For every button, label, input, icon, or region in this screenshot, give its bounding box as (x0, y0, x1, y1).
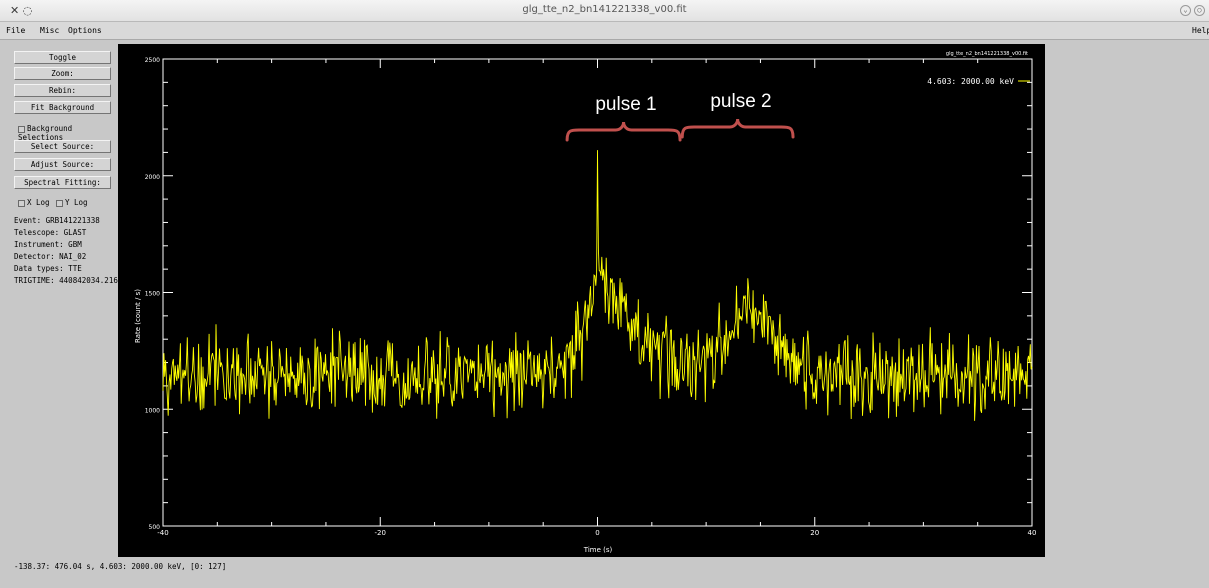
status-bar: -138.37: 476.04 s, 4.603: 2000.00 keV, [… (14, 562, 227, 571)
background-selections-label: Background Selections (18, 124, 73, 142)
event-info: Event: GRB141221338 (14, 216, 100, 225)
x-axis-label: Time (s) (583, 546, 613, 554)
y-tick-label: 2000 (145, 174, 160, 181)
y-log-label: Y Log (65, 198, 88, 207)
y-tick-label: 1000 (145, 407, 160, 414)
pulse-1-annotation: pulse 1 (595, 94, 656, 115)
x-log-checkbox-box[interactable] (18, 199, 25, 207)
x-tick-label: 0 (595, 529, 599, 537)
x-log-checkbox[interactable]: X Log (18, 198, 50, 207)
trigtime-info: TRIGTIME: 440842034.21630 (14, 276, 127, 285)
spectral-fitting-button[interactable]: Spectral Fitting: (14, 176, 111, 189)
y-tick-label: 500 (149, 524, 161, 531)
toggle-button[interactable]: Toggle (14, 51, 111, 64)
menu-options[interactable]: Options (68, 26, 102, 35)
rebin-button[interactable]: Rebin: (14, 84, 111, 97)
x-tick-label: -40 (157, 529, 168, 537)
lightcurve-plot-area[interactable]: glg_tte_n2_bn141221338_v00.fit 4.603: 20… (118, 44, 1045, 557)
app-menu-icon[interactable]: ✕ ◌ (10, 4, 33, 17)
lightcurve-plot[interactable]: glg_tte_n2_bn141221338_v00.fit 4.603: 20… (118, 44, 1045, 557)
x-log-label: X Log (27, 198, 50, 207)
telescope-info: Telescope: GLAST (14, 228, 87, 237)
plot-file-header: glg_tte_n2_bn141221338_v00.fit (946, 51, 1028, 57)
x-tick-label: 20 (810, 529, 819, 537)
background-selections-checkbox-box[interactable] (18, 125, 25, 133)
select-source-button[interactable]: Select Source: (14, 140, 111, 153)
background-selections-checkbox[interactable]: Background Selections (18, 124, 118, 142)
y-axis-label: Rate (count / s) (134, 289, 142, 343)
menu-help[interactable]: Help (1192, 26, 1209, 35)
instrument-info: Instrument: GBM (14, 240, 82, 249)
menu-file[interactable]: File (6, 26, 26, 35)
pulse-2-bracket (680, 118, 795, 139)
window-titlebar: ✕ ◌ glg_tte_n2_bn141221338_v00.fit ⌄ ○ (0, 0, 1209, 22)
menu-misc[interactable]: Misc (40, 26, 60, 35)
control-panel: Toggle Zoom: Rebin: Fit Background Backg… (0, 41, 127, 559)
window-title: glg_tte_n2_bn141221338_v00.fit (522, 4, 687, 15)
lightcurve-trace (162, 150, 1033, 421)
minimize-icon[interactable]: ⌄ (1180, 5, 1191, 16)
y-log-checkbox-box[interactable] (56, 199, 63, 207)
zoom-button[interactable]: Zoom: (14, 67, 111, 80)
pulse-1-bracket (565, 121, 682, 142)
y-tick-label: 2500 (145, 57, 160, 64)
y-log-checkbox[interactable]: Y Log (56, 198, 88, 207)
detector-info: Detector: NAI_02 (14, 252, 87, 261)
fit-background-button[interactable]: Fit Background (14, 101, 111, 114)
maximize-icon[interactable]: ○ (1194, 5, 1205, 16)
x-tick-label: -20 (375, 529, 386, 537)
adjust-source-button[interactable]: Adjust Source: (14, 158, 111, 171)
data-types-info: Data types: TTE (14, 264, 82, 273)
legend-label: 4.603: 2000.00 keV (927, 77, 1014, 86)
menubar: File Misc Options Help (0, 22, 1209, 40)
y-tick-label: 1500 (145, 291, 160, 298)
pulse-2-annotation: pulse 2 (710, 91, 771, 112)
x-tick-label: 40 (1028, 529, 1037, 537)
